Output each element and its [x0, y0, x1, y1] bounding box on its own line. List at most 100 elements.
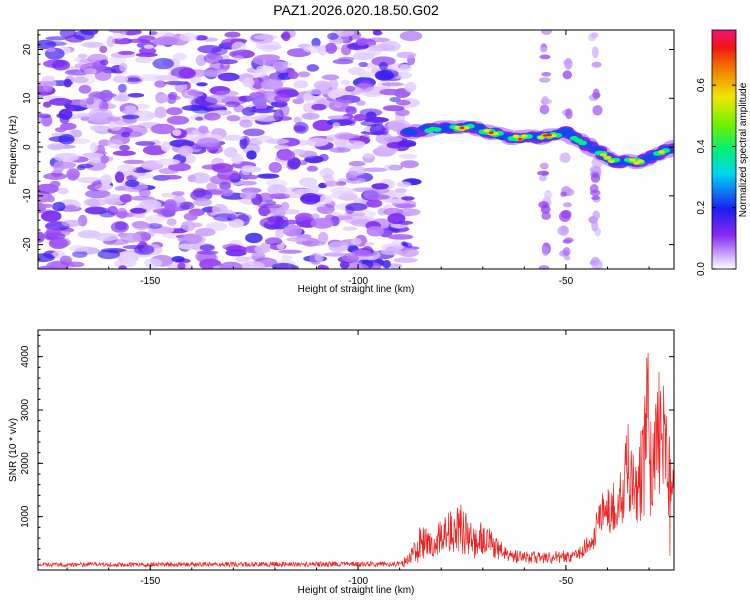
ridge-blob [608, 159, 616, 163]
noise-blob [379, 88, 402, 96]
noise-blob [107, 205, 118, 216]
noise-blob [58, 108, 73, 120]
snr-x-axis-label: Height of straight line (km) [298, 585, 415, 596]
noise-blob [356, 100, 366, 106]
spurious-blob [590, 32, 599, 38]
noise-blob [282, 224, 303, 237]
noise-blob [260, 79, 284, 90]
ridge-blob [537, 135, 545, 140]
noise-blob [166, 218, 177, 227]
colorbar-tick-label: 0.6 [696, 78, 707, 92]
noise-blob [306, 165, 318, 172]
noise-blob [38, 203, 54, 208]
noise-blob [57, 187, 69, 195]
spurious-blob [541, 30, 552, 35]
ridge-blob [578, 140, 587, 146]
noise-blob [240, 261, 266, 269]
noise-blob [139, 199, 162, 210]
noise-blob [171, 256, 185, 263]
noise-blob [384, 199, 406, 204]
noise-blob [317, 265, 329, 269]
noise-blob [354, 83, 374, 92]
spectrogram-y-tick-label: -10 [22, 188, 33, 203]
snr-series-line [38, 352, 674, 569]
spurious-blob [590, 173, 601, 183]
noise-blob [211, 46, 228, 56]
noise-blob [400, 160, 419, 169]
snr-y-tick-label: 4000 [20, 345, 31, 368]
spurious-blob [559, 153, 568, 163]
noise-blob [353, 114, 367, 122]
noise-blob [241, 107, 256, 116]
ridge-blob [520, 134, 528, 138]
noise-blob [348, 166, 367, 176]
noise-blob [66, 168, 80, 180]
noise-blob [218, 59, 238, 65]
noise-blob [196, 82, 208, 87]
noise-blob [394, 203, 416, 209]
noise-blob [100, 59, 109, 66]
noise-blob [38, 253, 55, 263]
noise-blob [235, 116, 257, 123]
noise-blob [381, 82, 405, 87]
noise-blob [378, 61, 388, 71]
noise-blob [297, 71, 310, 78]
noise-blob [383, 164, 402, 171]
noise-blob [164, 80, 188, 86]
noise-blob [113, 94, 130, 102]
noise-blob [337, 118, 357, 125]
ridge-blob [488, 131, 494, 135]
noise-blob [395, 109, 410, 117]
noise-blob [380, 127, 389, 136]
noise-blob [99, 45, 108, 54]
chart-title: PAZ1.2026.020.18.50.G02 [273, 2, 439, 18]
noise-blob [145, 215, 165, 223]
noise-blob [329, 147, 351, 153]
noise-blob [344, 85, 356, 92]
noise-blob [199, 244, 215, 252]
noise-blob [100, 174, 113, 186]
spectrogram-x-tick-label: -150 [140, 276, 160, 287]
spectrogram-y-axis-label: Frequency (Hz) [8, 116, 19, 185]
noise-blob [396, 181, 412, 188]
noise-blob [47, 143, 65, 151]
noise-blob [306, 64, 319, 72]
noise-blob [260, 44, 283, 50]
noise-blob [90, 181, 102, 190]
noise-blob [303, 45, 327, 53]
noise-blob [213, 213, 237, 222]
noise-blob [73, 30, 95, 41]
snr-y-axis-label: SNR (10 * v/v) [8, 418, 19, 482]
noise-blob [108, 30, 129, 33]
noise-blob [348, 160, 366, 167]
noise-blob [311, 37, 321, 48]
noise-blob [242, 77, 255, 88]
ridge-blob [517, 137, 523, 141]
noise-blob [112, 150, 136, 156]
noise-blob [219, 261, 243, 269]
spurious-blob [538, 77, 551, 83]
colorbar: 0.0 0.2 0.4 0.6 Normalized spectral amplitu… [696, 29, 749, 276]
noise-blob [144, 258, 163, 268]
noise-blob [276, 263, 290, 269]
noise-blob [82, 41, 104, 48]
noise-blob [330, 88, 344, 98]
noise-blob [222, 134, 245, 141]
noise-blob [154, 75, 178, 81]
spurious-blob [538, 201, 549, 209]
noise-blob [43, 172, 67, 180]
colorbar-tick-label: 0.2 [696, 200, 707, 214]
noise-blob [363, 189, 382, 201]
spectrogram-x-axis-label: Height of straight line (km) [298, 284, 415, 295]
noise-blob [252, 54, 278, 66]
noise-blob [179, 201, 195, 210]
noise-blob [299, 177, 318, 188]
noise-blob [198, 125, 209, 134]
spurious-blob [564, 255, 571, 261]
noise-blob [356, 37, 368, 46]
noise-blob [77, 53, 88, 59]
noise-blob [46, 226, 62, 238]
noise-blob [226, 115, 240, 122]
noise-blob [125, 179, 140, 187]
noise-blob [94, 232, 119, 242]
